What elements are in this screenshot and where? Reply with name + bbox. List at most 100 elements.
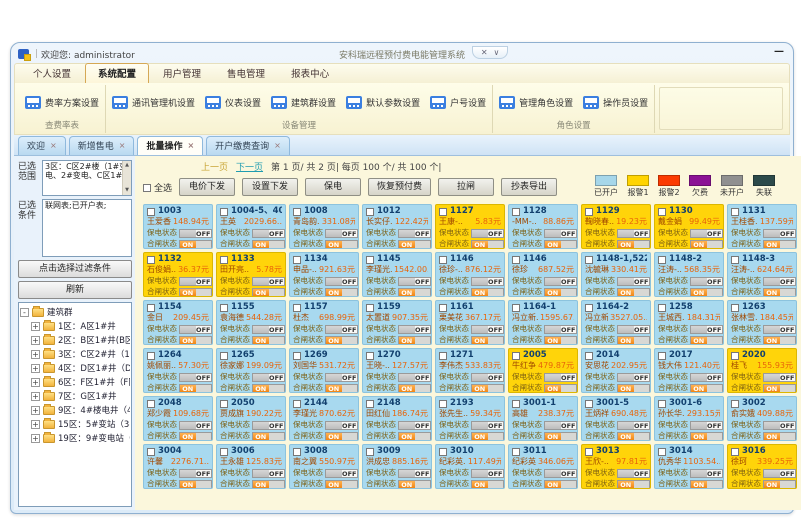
card-checkbox[interactable] bbox=[439, 303, 447, 312]
card-checkbox[interactable] bbox=[585, 351, 593, 360]
prev-page-link[interactable]: 上一页 bbox=[201, 163, 229, 173]
meter-card[interactable]: 1129 鞠晓春.. 19.23元 保电状态 OFF 合闸状态 ON bbox=[581, 204, 651, 249]
card-checkbox[interactable] bbox=[147, 255, 155, 264]
card-checkbox[interactable] bbox=[147, 399, 155, 408]
switch-status-toggle[interactable]: ON bbox=[325, 336, 358, 344]
tree-item[interactable]: +2区：B区1#井(B区1#井 bbox=[20, 333, 130, 347]
power-keep-toggle[interactable]: OFF bbox=[471, 229, 504, 238]
power-keep-toggle[interactable]: OFF bbox=[252, 421, 285, 430]
meter-card[interactable]: 1265 徐家娜 199.09元 保电状态 OFF 合闸状态 ON bbox=[216, 348, 286, 393]
doc-tab-新增售电[interactable]: 新增售电 × bbox=[68, 136, 135, 155]
card-checkbox[interactable] bbox=[658, 255, 666, 264]
switch-status-toggle[interactable]: ON bbox=[398, 240, 431, 248]
power-keep-toggle[interactable]: OFF bbox=[471, 373, 504, 382]
switch-status-toggle[interactable]: ON bbox=[252, 480, 285, 488]
meter-card[interactable]: 1258 王城西.. 184.31元 保电状态 OFF 合闸状态 ON bbox=[654, 300, 724, 345]
card-checkbox[interactable] bbox=[366, 303, 374, 312]
meter-card[interactable]: 1146 徐珍-.. 876.12元 保电状态 OFF 合闸状态 ON bbox=[435, 252, 505, 297]
card-checkbox[interactable] bbox=[366, 351, 374, 360]
tree-item[interactable]: +4区：D区1#井（D区1 bbox=[20, 361, 130, 375]
power-keep-toggle[interactable]: OFF bbox=[325, 277, 358, 286]
meter-card[interactable]: 3001-1 高雄 238.37元 保电状态 OFF 合闸状态 ON bbox=[508, 396, 578, 441]
ribbon-item-管理角色设置[interactable]: 管理角色设置 bbox=[499, 95, 573, 109]
power-keep-toggle[interactable]: OFF bbox=[544, 469, 577, 478]
power-keep-toggle[interactable]: OFF bbox=[763, 277, 796, 286]
menu-tab-售电管理[interactable]: 售电管理 bbox=[227, 69, 266, 80]
switch-status-toggle[interactable]: ON bbox=[179, 288, 212, 296]
action-button-拉闸[interactable]: 拉闸 bbox=[438, 178, 495, 196]
power-keep-toggle[interactable]: OFF bbox=[325, 373, 358, 382]
meter-card[interactable]: 1008 青岛韵.. 331.08元 保电状态 OFF 合闸状态 ON bbox=[289, 204, 359, 249]
card-checkbox[interactable] bbox=[731, 207, 739, 216]
power-keep-toggle[interactable]: OFF bbox=[179, 277, 212, 286]
switch-status-toggle[interactable]: ON bbox=[763, 480, 796, 488]
select-all-checkbox[interactable] bbox=[143, 183, 151, 192]
card-checkbox[interactable] bbox=[439, 255, 447, 264]
power-keep-toggle[interactable]: OFF bbox=[617, 229, 650, 238]
meter-card[interactable]: 1264 姚佩丽.. 57.30元 保电状态 OFF 合闸状态 ON bbox=[143, 348, 213, 393]
card-checkbox[interactable] bbox=[512, 447, 520, 456]
switch-status-toggle[interactable]: ON bbox=[690, 480, 723, 488]
power-keep-toggle[interactable]: OFF bbox=[617, 277, 650, 286]
ribbon-item-仪表设置[interactable]: 仪表设置 bbox=[205, 95, 261, 109]
card-checkbox[interactable] bbox=[658, 399, 666, 408]
switch-status-toggle[interactable]: ON bbox=[325, 240, 358, 248]
switch-status-toggle[interactable]: ON bbox=[471, 432, 504, 440]
ribbon-item-通讯管理机设置[interactable]: 通讯管理机设置 bbox=[112, 95, 195, 109]
tree-root[interactable]: - 建筑群 bbox=[20, 305, 130, 319]
card-checkbox[interactable] bbox=[658, 207, 666, 216]
card-checkbox[interactable] bbox=[439, 207, 447, 216]
card-checkbox[interactable] bbox=[293, 351, 301, 360]
power-keep-toggle[interactable]: OFF bbox=[763, 373, 796, 382]
meter-card[interactable]: 2148 田红仙 186.74元 保电状态 OFF 合闸状态 ON bbox=[362, 396, 432, 441]
switch-status-toggle[interactable]: ON bbox=[179, 432, 212, 440]
card-checkbox[interactable] bbox=[147, 351, 155, 360]
power-keep-toggle[interactable]: OFF bbox=[179, 325, 212, 334]
card-checkbox[interactable] bbox=[147, 447, 155, 456]
close-tab-icon[interactable]: × bbox=[118, 141, 126, 150]
meter-card[interactable]: 1131 王桂香.. 137.59元 保电状态 OFF 合闸状态 ON bbox=[727, 204, 797, 249]
switch-status-toggle[interactable]: ON bbox=[325, 288, 358, 296]
power-keep-toggle[interactable]: OFF bbox=[544, 229, 577, 238]
meter-card[interactable]: 1146 徐珍 687.52元 保电状态 OFF 合闸状态 ON bbox=[508, 252, 578, 297]
meter-card[interactable]: 2193 张先生.. 59.34元 保电状态 OFF 合闸状态 ON bbox=[435, 396, 505, 441]
card-checkbox[interactable] bbox=[585, 447, 593, 456]
switch-status-toggle[interactable]: ON bbox=[690, 432, 723, 440]
meter-card[interactable]: 3002 俞实娥 409.88元 保电状态 OFF 合闸状态 ON bbox=[727, 396, 797, 441]
expand-icon[interactable]: + bbox=[31, 391, 40, 401]
switch-status-toggle[interactable]: ON bbox=[252, 432, 285, 440]
card-checkbox[interactable] bbox=[658, 447, 666, 456]
switch-status-toggle[interactable]: ON bbox=[544, 432, 577, 440]
meter-card[interactable]: 3004 许馨 2276.71.. 保电状态 OFF 合闸状态 ON bbox=[143, 444, 213, 489]
card-checkbox[interactable] bbox=[658, 303, 666, 312]
meter-card[interactable]: 3013 王欣-.. 97.81元 保电状态 OFF 合闸状态 ON bbox=[581, 444, 651, 489]
meter-card[interactable]: 3014 仇秀华 1103.54.. 保电状态 OFF 合闸状态 ON bbox=[654, 444, 724, 489]
switch-status-toggle[interactable]: ON bbox=[398, 480, 431, 488]
meter-card[interactable]: 2050 贾成旗 190.22元 保电状态 OFF 合闸状态 ON bbox=[216, 396, 286, 441]
switch-status-toggle[interactable]: ON bbox=[398, 288, 431, 296]
power-keep-toggle[interactable]: OFF bbox=[617, 469, 650, 478]
power-keep-toggle[interactable]: OFF bbox=[398, 229, 431, 238]
switch-status-toggle[interactable]: ON bbox=[325, 384, 358, 392]
card-checkbox[interactable] bbox=[731, 351, 739, 360]
meter-card[interactable]: 3009 洪成忠 885.16元 保电状态 OFF 合闸状态 ON bbox=[362, 444, 432, 489]
select-all[interactable]: 全选 bbox=[143, 181, 172, 194]
card-checkbox[interactable] bbox=[293, 207, 301, 216]
expand-icon[interactable]: + bbox=[31, 405, 40, 415]
meter-card[interactable]: 1134 申品-.. 921.63元 保电状态 OFF 合闸状态 ON bbox=[289, 252, 359, 297]
close-tab-icon[interactable]: × bbox=[187, 141, 195, 150]
meter-card[interactable]: 2017 钱大伟 121.40元 保电状态 OFF 合闸状态 ON bbox=[654, 348, 724, 393]
card-checkbox[interactable] bbox=[147, 207, 155, 216]
power-keep-toggle[interactable]: OFF bbox=[763, 229, 796, 238]
power-keep-toggle[interactable]: OFF bbox=[690, 373, 723, 382]
ribbon-item-费率方案设置[interactable]: 费率方案设置 bbox=[25, 95, 99, 109]
switch-status-toggle[interactable]: ON bbox=[179, 384, 212, 392]
meter-card[interactable]: 1161 栗美花 367.17元 保电状态 OFF 合闸状态 ON bbox=[435, 300, 505, 345]
power-keep-toggle[interactable]: OFF bbox=[763, 469, 796, 478]
meter-card[interactable]: 1155 袁海德 544.28元 保电状态 OFF 合闸状态 ON bbox=[216, 300, 286, 345]
switch-status-toggle[interactable]: ON bbox=[179, 240, 212, 248]
meter-card[interactable]: 1157 杜杰 698.99元 保电状态 OFF 合闸状态 ON bbox=[289, 300, 359, 345]
tree-item[interactable]: +6区：F区1#井（F区1# bbox=[20, 375, 130, 389]
